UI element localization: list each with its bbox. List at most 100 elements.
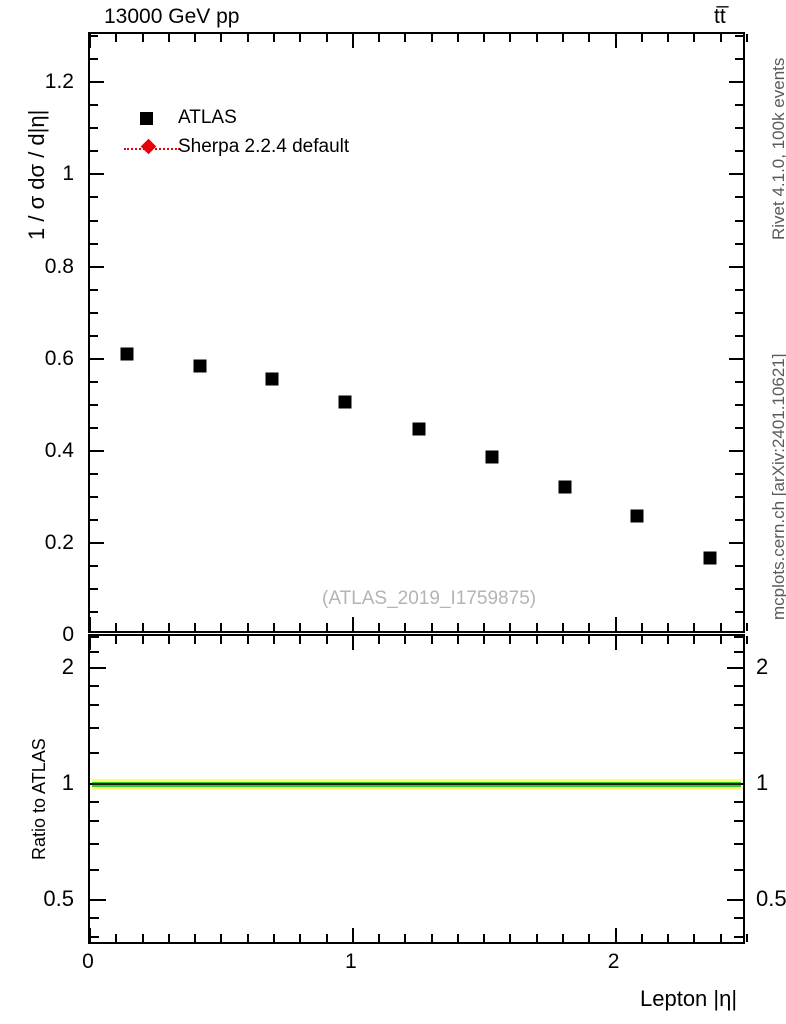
axis-tick [734,800,743,803]
legend-entry-atlas[interactable]: ATLAS [130,104,460,133]
axis-tick [90,800,99,803]
axis-tick [456,623,459,631]
axis-tick [272,934,275,942]
ratio-axis-title: Ratio to ATLAS [29,738,49,860]
axis-tick [562,934,565,942]
axis-tick [456,934,459,942]
header-beam-energy: 13000 GeV pp [104,5,240,28]
axis-tick [727,899,743,902]
axis-tick [734,820,743,823]
axis-tick [90,426,98,429]
axis-tick [378,636,381,644]
axis-tick [90,820,99,823]
axis-tick [90,636,99,639]
axis-tick [141,934,144,942]
axis-tick [89,617,91,631]
main-plot-panel: ATLAS Sherpa 2.2.4 default [88,32,748,636]
axis-tick [272,623,275,631]
axis-tick [729,357,743,360]
axis-tick [535,34,538,42]
ratio-reference-line [92,782,741,785]
axis-tick [90,684,99,687]
axis-tick [90,650,99,653]
axis-tick [729,81,743,84]
axis-tick [483,34,486,42]
axis-tick [562,623,565,631]
axis-tick [90,58,98,61]
x-tick-label: 1 [344,950,357,973]
axis-tick [562,636,565,644]
axis-tick [735,334,743,337]
axis-tick [194,636,197,644]
axis-tick [90,704,99,707]
y-axis-title: 1 / σ dσ / d|η| [24,109,49,240]
y-tick-label: 1 [62,162,74,186]
axis-tick [194,934,197,942]
axis-tick [729,265,743,268]
axis-tick [90,449,104,452]
axis-tick [535,934,538,942]
axis-tick [378,623,381,631]
axis-tick [667,636,670,644]
axis-tick [325,636,328,644]
axis-tick [693,934,696,942]
data-point-atlas [630,509,644,523]
y-tick-label: 1.2 [44,70,74,94]
axis-tick [735,127,743,130]
axis-tick [90,334,98,337]
rivet-version-note: Rivet 4.1.0, 100k events [769,57,786,240]
axis-tick [194,623,197,631]
axis-tick [90,127,98,130]
axis-tick [729,541,743,544]
axis-tick [404,34,407,42]
axis-tick [735,196,743,199]
axis-tick [299,934,302,942]
data-point-atlas [485,450,499,464]
axis-tick [90,666,106,669]
axis-tick [588,636,591,644]
ratio-y-tick-labels-right: 0.5 1 2 [750,634,786,944]
x-tick-label: 0 [82,950,94,973]
axis-tick [562,34,565,42]
axis-tick [378,934,381,942]
legend-entry-sherpa[interactable]: Sherpa 2.2.4 default [124,133,460,162]
axis-tick [90,518,98,521]
ratio-y-tick-label-right: 2 [756,653,769,679]
axis-tick [430,636,433,644]
axis-tick [90,35,98,38]
axis-tick [719,636,722,644]
axis-tick [220,934,223,942]
axis-tick [90,899,106,902]
axis-tick [456,34,459,42]
axis-tick [735,564,743,567]
axis-tick [693,636,696,644]
axis-tick [735,426,743,429]
axis-tick [404,636,407,644]
axis-tick [735,403,743,406]
axis-tick [734,916,743,919]
axis-tick [220,34,223,42]
axis-tick [430,34,433,42]
axis-tick [735,288,743,291]
axis-tick [90,403,98,406]
axis-tick [90,380,98,383]
axis-tick [729,449,743,452]
axis-tick [194,34,197,42]
axis-tick [588,934,591,942]
axis-tick [735,610,743,613]
axis-tick [535,623,538,631]
x-tick-label: 2 [607,950,620,973]
axis-tick [89,636,91,650]
axis-tick [90,150,98,153]
data-point-atlas [338,395,352,409]
axis-tick [299,34,302,42]
axis-tick [220,623,223,631]
axis-tick [430,934,433,942]
ratio-y-tick-label: 2 [61,653,74,679]
axis-tick [734,936,743,939]
ratio-y-tick-label: 0.5 [43,886,74,912]
axis-tick [719,34,722,42]
x-tick-labels: 0 1 2 [0,950,786,980]
data-point-atlas [558,480,572,494]
